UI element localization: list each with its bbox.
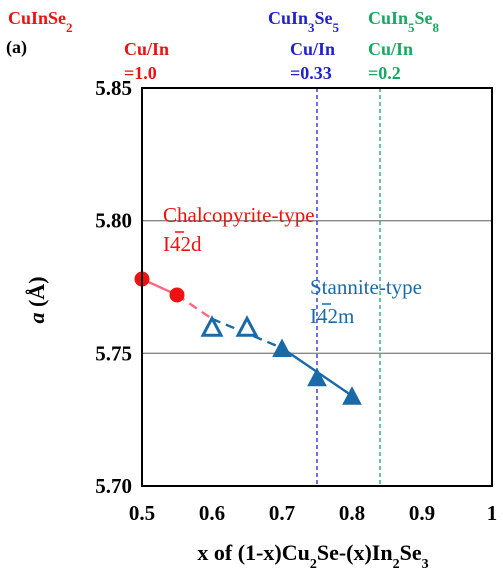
formula-cuin3se5: CuIn3Se5	[268, 8, 340, 35]
ratio-cuin3se5-line2: =0.33	[290, 63, 332, 83]
x-tick-label-0: 0.5	[129, 501, 155, 525]
point-s2-1	[307, 367, 327, 387]
point-s2-0	[272, 338, 292, 358]
gridlines	[142, 220, 492, 354]
x-tick-label-3: 0.8	[339, 501, 365, 525]
ratio-cuin3se5-line1: Cu/In	[290, 39, 335, 59]
ratio-cuinse2-line2: =1.0	[124, 63, 157, 83]
formula-cuin5se8: CuIn5Se8	[368, 8, 440, 35]
chalcopyrite-label: Chalcopyrite-type	[163, 203, 315, 227]
composition-markers	[316, 88, 381, 486]
x-axis-ticks: 0.5 0.6 0.7 0.8 0.9 1	[129, 501, 497, 525]
top-label-cuin3se5: CuIn3Se5 Cu/In =0.33	[268, 8, 340, 83]
y-axis-label: a (Å)	[24, 276, 49, 323]
x-tick-label-5: 1	[487, 501, 498, 525]
top-label-cuin5se8: CuIn5Se8 Cu/In =0.2	[368, 8, 440, 83]
panel-label: (a)	[6, 37, 27, 58]
plot-frame	[141, 87, 493, 487]
chalcopyrite-space-group: I42d	[163, 232, 202, 256]
top-label-cuinse2: CuInSe2 Cu/In =1.0	[8, 8, 169, 83]
formula-cuinse2: CuInSe2	[8, 8, 73, 35]
stannite-space-group: I42m	[310, 304, 354, 328]
point-s1-0	[200, 315, 224, 337]
y-axis-ticks: 5.70 5.75 5.80 5.85	[95, 76, 132, 498]
y-tick-label-2: 5.80	[95, 209, 132, 233]
ratio-cuin5se8-line1: Cu/In	[368, 39, 413, 59]
y-tick-label-3: 5.85	[95, 76, 132, 100]
stannite-label: Stannite-type	[310, 275, 422, 299]
point-s0-1	[169, 287, 185, 303]
x-tick-label-2: 0.7	[269, 501, 295, 525]
y-tick-label-0: 5.70	[95, 474, 132, 498]
point-s2-2	[342, 386, 362, 405]
x-tick-label-1: 0.6	[199, 501, 225, 525]
phase-label-chalcopyrite: Chalcopyrite-type I42d	[163, 203, 315, 256]
data-points	[134, 271, 362, 405]
x-tick-label-4: 0.9	[409, 501, 435, 525]
y-tick-label-1: 5.75	[95, 341, 132, 365]
phase-label-stannite: Stannite-type I42m	[310, 275, 422, 328]
point-s1-1	[235, 315, 259, 337]
ratio-cuin5se8-line2: =0.2	[368, 63, 401, 83]
ratio-cuinse2-line1: Cu/In	[124, 39, 169, 59]
x-axis-label: x of (1-x)Cu2Se-(x)In2Se3	[197, 540, 428, 572]
